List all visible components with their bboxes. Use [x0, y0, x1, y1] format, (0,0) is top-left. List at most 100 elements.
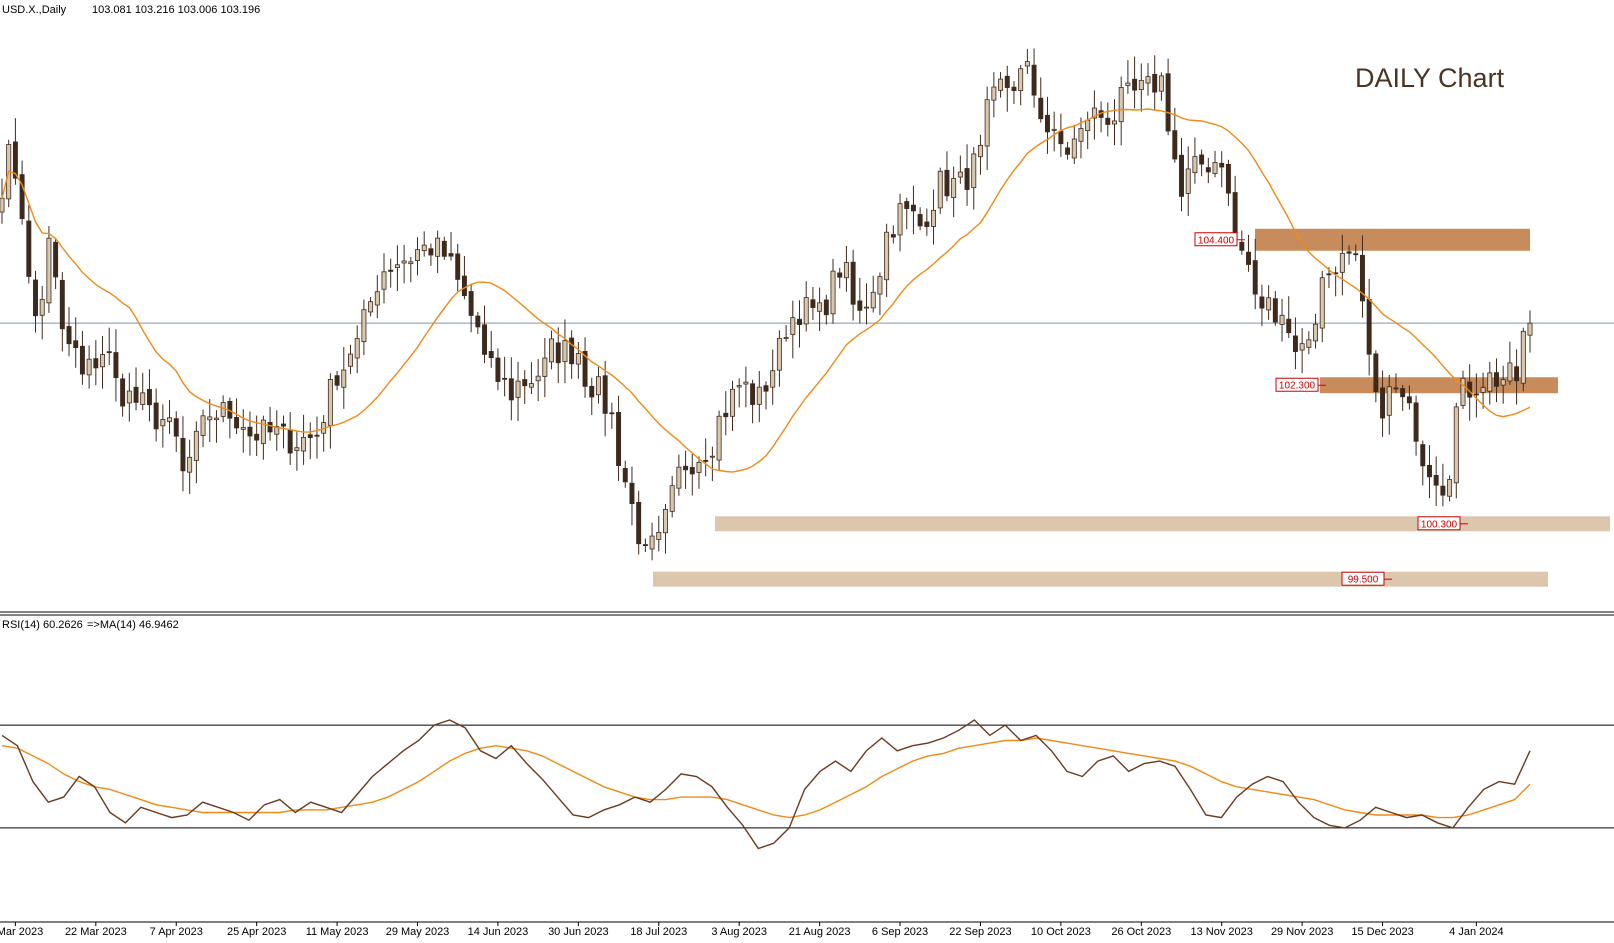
candle-bear: [173, 418, 179, 437]
candle-bull: [1447, 479, 1453, 497]
candle-bull: [770, 370, 776, 388]
x-tick-label: 25 Apr 2023: [227, 926, 286, 938]
candle-bull: [0, 197, 5, 213]
candle-bull: [843, 262, 849, 279]
zone-support-3: [653, 571, 1548, 587]
candle-bear: [468, 291, 474, 316]
candle-bull: [951, 178, 957, 199]
candle-bear: [1286, 318, 1292, 334]
candle-bull: [408, 261, 414, 265]
candle-bull: [1266, 297, 1272, 311]
candle-bear: [254, 433, 260, 441]
candle-bear: [589, 385, 595, 398]
candle-bear: [602, 375, 608, 414]
candle-bear: [1440, 485, 1446, 496]
candle-bear: [153, 402, 159, 430]
candle-bear: [1038, 97, 1044, 120]
candle-bull: [1112, 120, 1117, 125]
candle-bear: [482, 324, 488, 355]
candle-bull: [1118, 87, 1124, 123]
candle-bear: [428, 248, 434, 256]
x-tick-label: 15 Dec 2023: [1351, 926, 1413, 938]
x-tick-label: 6 Sep 2023: [872, 926, 928, 938]
candle-bull: [864, 306, 870, 309]
zone-label-2: 100.300: [1421, 519, 1458, 530]
x-tick-label: 29 May 2023: [386, 926, 450, 938]
candle-bull: [1279, 314, 1285, 325]
candle-bear: [475, 315, 481, 328]
candle-bear: [910, 204, 916, 212]
rsi-ma-label: =>MA(14) 46.9462: [87, 619, 179, 631]
candle-bear: [455, 253, 461, 280]
candle-bear: [508, 378, 514, 401]
candle-bear: [1272, 298, 1278, 323]
candle-bear: [180, 438, 186, 472]
candle-bull: [39, 298, 45, 316]
candle-bear: [1004, 75, 1010, 88]
candle-bear: [488, 351, 494, 359]
zone-resistance-0: [1255, 228, 1530, 251]
x-tick-label: 6 Mar 2023: [0, 926, 43, 938]
candle-bull: [301, 436, 307, 452]
candle-bull: [421, 244, 427, 251]
candle-bear: [1353, 253, 1359, 256]
candle-bull: [649, 535, 655, 550]
candle-bull: [294, 447, 300, 452]
candle-bear: [1413, 402, 1419, 442]
rsi-pane: RSI(14) 60.2626 =>MA(14) 46.9462: [0, 619, 1614, 850]
candle-bull: [756, 386, 762, 405]
ohlc-label: 103.081 103.216 103.006 103.196: [92, 4, 260, 16]
candle-bull: [776, 337, 782, 371]
candle-bull: [1024, 61, 1030, 67]
candle-bull: [1487, 372, 1493, 392]
candle-bear: [1473, 393, 1479, 396]
candle-bull: [1306, 339, 1312, 348]
candle-bear: [79, 345, 85, 375]
candle-bear: [1165, 73, 1171, 132]
candle-bear: [314, 434, 320, 437]
candle-bear: [622, 468, 628, 483]
candle-bear: [1232, 192, 1238, 240]
candle-bear: [1393, 387, 1399, 390]
candle-bear: [502, 377, 508, 380]
candle-bull: [1158, 75, 1164, 92]
rsi-label: RSI(14) 60.2626: [2, 619, 83, 631]
candle-bull: [709, 455, 715, 458]
candle-bear: [1205, 167, 1211, 173]
x-tick-label: 18 Jul 2023: [630, 926, 687, 938]
candle-bear: [1259, 296, 1265, 309]
symbol-label: USD.X.,Daily: [2, 4, 67, 16]
x-tick-label: 10 Oct 2023: [1031, 926, 1091, 938]
candle-bull: [562, 340, 568, 363]
candle-bear: [944, 169, 950, 197]
candle-bear: [1400, 388, 1406, 398]
candle-bull: [743, 381, 749, 385]
candle-bull: [1313, 323, 1319, 342]
candle-bull: [1145, 76, 1151, 84]
x-tick-label: 22 Mar 2023: [65, 926, 127, 938]
candle-bear: [66, 326, 72, 345]
candle-bull: [200, 415, 206, 436]
candle-bear: [1031, 64, 1037, 96]
candle-bull: [1138, 79, 1144, 90]
candle-bear: [642, 544, 648, 546]
candle-bear: [750, 383, 756, 405]
candle-bear: [133, 386, 139, 403]
candle-bull: [1185, 168, 1191, 194]
candle-bull: [1091, 107, 1097, 119]
candle-bull: [1520, 330, 1526, 384]
price-zones: [653, 228, 1610, 587]
candle-bull: [790, 317, 796, 335]
candle-bull: [870, 291, 876, 309]
candle-bull: [991, 86, 997, 101]
x-tick-label: 30 Jun 2023: [548, 926, 609, 938]
candle-bear: [1044, 114, 1050, 133]
x-tick-label: 13 Nov 2023: [1191, 926, 1253, 938]
zone-label-1: 102.300: [1279, 381, 1316, 392]
candle-bull: [374, 291, 380, 306]
candle-bear: [441, 240, 447, 257]
candle-bull: [167, 417, 173, 422]
candle-bull: [274, 426, 280, 435]
candle-bear: [1058, 130, 1064, 145]
x-tick-label: 7 Apr 2023: [150, 926, 203, 938]
